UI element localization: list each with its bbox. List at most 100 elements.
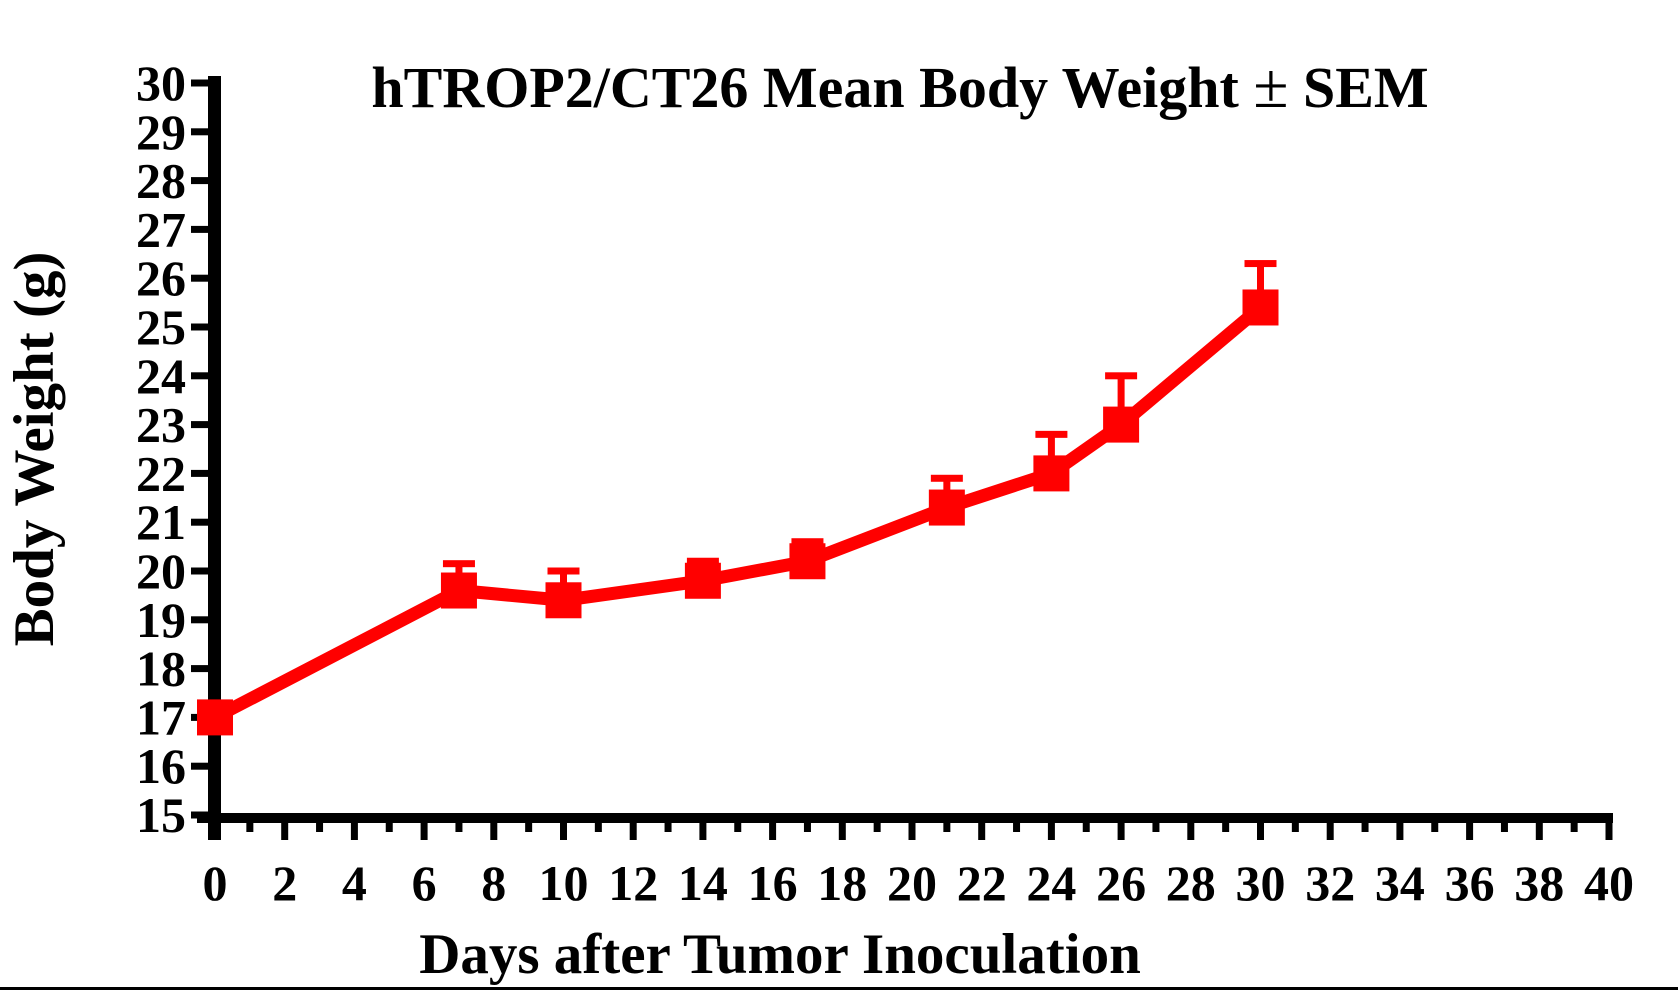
x-tick-label-26: 26 (1096, 855, 1146, 911)
x-tick-label-40: 40 (1584, 855, 1634, 911)
error-bar-day-30 (1244, 260, 1277, 308)
y-tick-18 (191, 665, 209, 673)
y-tick-16 (191, 762, 209, 770)
y-tick-15 (191, 811, 209, 819)
x-minor-tick-33 (1361, 823, 1369, 832)
y-tick-label-23: 23 (136, 397, 186, 453)
x-tick-label-8: 8 (481, 855, 506, 911)
x-tick-32 (1326, 823, 1334, 840)
x-tick-label-18: 18 (817, 855, 867, 911)
x-minor-tick-25 (1082, 823, 1090, 832)
y-tick-23 (191, 421, 209, 429)
x-minor-tick-39 (1570, 823, 1578, 832)
y-tick-label-21: 21 (136, 494, 186, 550)
y-tick-19 (191, 616, 209, 624)
error-bar-stem-day-26 (1117, 375, 1125, 425)
x-tick-label-34: 34 (1375, 855, 1425, 911)
x-tick-label-28: 28 (1166, 855, 1216, 911)
marker-day-17 (789, 543, 826, 580)
y-tick-27 (191, 225, 209, 233)
y-tick-label-29: 29 (136, 104, 186, 160)
x-minor-tick-15 (734, 823, 742, 832)
error-bar-cap-day-14 (686, 557, 719, 565)
y-tick-label-18: 18 (136, 641, 186, 697)
x-tick-label-12: 12 (608, 855, 658, 911)
marker-day-24 (1033, 455, 1070, 492)
marker-day-7 (440, 572, 477, 609)
x-tick-label-30: 30 (1236, 855, 1286, 911)
x-minor-tick-17 (803, 823, 811, 832)
x-tick-label-32: 32 (1305, 855, 1355, 911)
error-bar-stem-day-30 (1257, 263, 1264, 308)
y-tick-28 (191, 177, 209, 185)
y-tick-26 (191, 274, 209, 282)
x-tick-22 (978, 823, 986, 840)
x-tick-12 (629, 823, 637, 840)
marker-day-10 (545, 582, 582, 619)
x-tick-24 (1047, 823, 1055, 840)
error-bar-cap-day-26 (1105, 372, 1138, 380)
x-minor-tick-35 (1431, 823, 1439, 832)
series-markers (197, 289, 1279, 736)
x-axis-title: Days after Tumor Inoculation (419, 923, 1141, 986)
y-axis-line (208, 76, 221, 840)
x-tick-label-22: 22 (957, 855, 1007, 911)
y-tick-21 (191, 518, 209, 526)
marker-day-0 (197, 699, 233, 736)
error-bar-cap-day-21 (930, 474, 963, 482)
x-tick-14 (699, 823, 707, 840)
marker-day-14 (684, 562, 721, 599)
y-axis-title: Body Weight (g) (3, 252, 66, 647)
x-tick-label-0: 0 (203, 855, 228, 911)
x-tick-label-38: 38 (1514, 855, 1564, 911)
x-minor-tick-11 (594, 823, 602, 832)
marker-day-30 (1242, 289, 1279, 326)
x-minor-tick-9 (525, 823, 533, 832)
x-tick-34 (1396, 823, 1404, 840)
marker-day-21 (928, 489, 965, 526)
y-tick-label-25: 25 (136, 299, 186, 355)
y-tick-29 (191, 128, 209, 136)
x-minor-tick-13 (664, 823, 672, 832)
chart-title: hTROP2/CT26 Mean Body Weight ± SEM (371, 50, 1428, 121)
bottom-divider-line (0, 987, 1678, 990)
x-tick-0 (211, 823, 219, 840)
x-tick-16 (769, 823, 777, 840)
x-minor-tick-27 (1152, 823, 1160, 832)
x-tick-label-16: 16 (748, 855, 798, 911)
x-tick-label-2: 2 (272, 855, 297, 911)
x-tick-20 (908, 823, 916, 840)
error-bar-cap-day-10 (547, 567, 580, 575)
x-minor-tick-3 (316, 823, 324, 832)
y-tick-label-27: 27 (136, 201, 186, 257)
series-line-layer (212, 302, 1265, 724)
x-tick-18 (838, 823, 846, 840)
x-tick-label-36: 36 (1445, 855, 1495, 911)
y-tick-20 (191, 567, 209, 575)
error-bar-cap-day-17 (791, 538, 824, 546)
x-minor-tick-21 (943, 823, 951, 832)
x-tick-38 (1535, 823, 1543, 840)
y-tick-label-20: 20 (136, 543, 186, 599)
error-bar-day-24 (1035, 430, 1068, 474)
x-minor-tick-29 (1222, 823, 1230, 832)
x-minor-tick-37 (1500, 823, 1508, 832)
x-tick-30 (1257, 823, 1264, 840)
axis-ticks (191, 79, 1613, 840)
y-tick-label-28: 28 (136, 153, 186, 209)
y-tick-label-24: 24 (136, 348, 186, 404)
x-tick-label-10: 10 (539, 855, 589, 911)
x-tick-4 (350, 823, 358, 840)
x-tick-label-14: 14 (678, 855, 728, 911)
x-minor-tick-7 (455, 823, 463, 832)
y-tick-label-30: 30 (136, 55, 186, 111)
y-tick-label-26: 26 (136, 250, 186, 306)
x-tick-10 (560, 823, 567, 840)
y-tick-label-17: 17 (136, 689, 186, 745)
x-tick-label-6: 6 (412, 855, 437, 911)
y-tick-label-16: 16 (136, 738, 186, 794)
x-minor-tick-1 (246, 823, 254, 832)
x-tick-26 (1117, 823, 1125, 840)
